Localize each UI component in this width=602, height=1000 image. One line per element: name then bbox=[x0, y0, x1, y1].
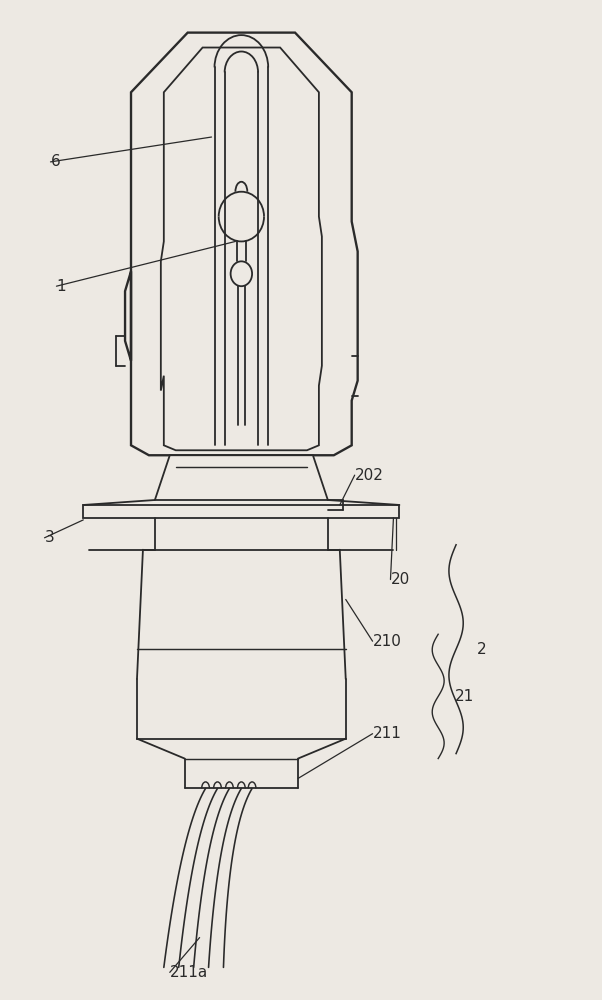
Polygon shape bbox=[83, 505, 399, 518]
Text: 21: 21 bbox=[455, 689, 474, 704]
Text: 3: 3 bbox=[45, 530, 54, 545]
Text: 20: 20 bbox=[391, 572, 410, 587]
Text: 1: 1 bbox=[57, 279, 66, 294]
Text: 6: 6 bbox=[51, 154, 60, 169]
Text: 210: 210 bbox=[373, 634, 402, 649]
Polygon shape bbox=[161, 48, 322, 450]
Text: 202: 202 bbox=[355, 468, 383, 483]
Polygon shape bbox=[125, 33, 358, 455]
Text: 211a: 211a bbox=[170, 965, 208, 980]
Text: 2: 2 bbox=[477, 642, 486, 657]
Polygon shape bbox=[155, 455, 328, 500]
Text: 211: 211 bbox=[373, 726, 402, 741]
